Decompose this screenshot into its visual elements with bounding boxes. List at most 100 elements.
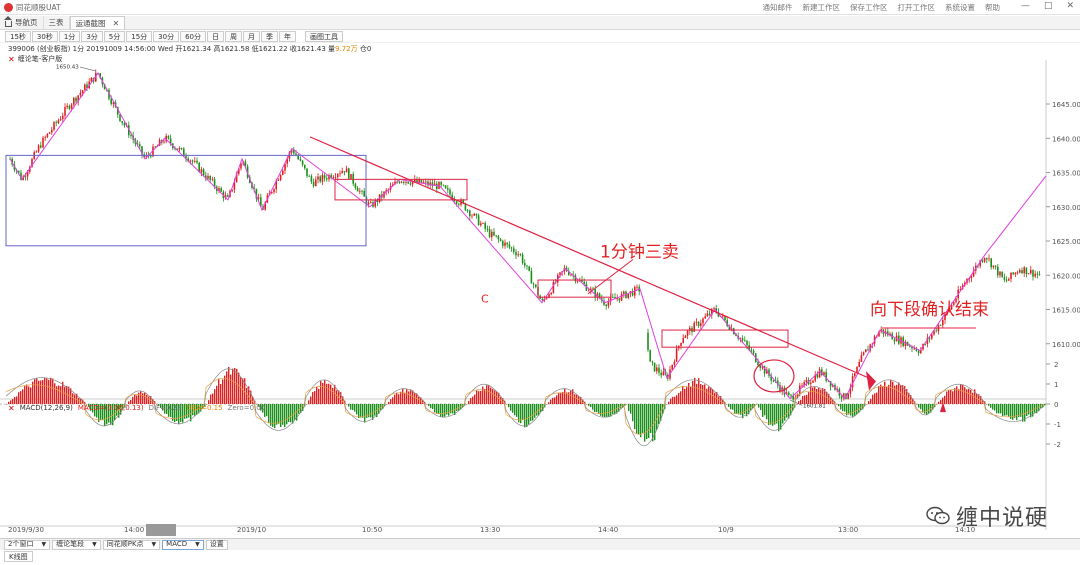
macd-bar [170, 404, 172, 418]
period-15m[interactable]: 15分 [126, 31, 153, 42]
price-chart[interactable]: 1645.00 1640.00 1635.00 1630.00 1625.00 1620.… [0, 60, 1080, 538]
macd-bar [62, 381, 64, 404]
macd-bar [968, 388, 970, 404]
candle-body [609, 296, 612, 302]
menu-open-workspace[interactable]: 打开工作区 [897, 3, 936, 12]
macd-bar [534, 404, 536, 418]
menu-help[interactable]: 帮助 [985, 3, 1000, 12]
period-30s[interactable]: 30秒 [31, 31, 58, 42]
macd-bar [856, 404, 858, 415]
period-15s[interactable]: 15秒 [5, 31, 31, 42]
menu-new-workspace[interactable]: 新建工作区 [802, 3, 841, 12]
macd-bar [938, 401, 940, 404]
macd-bar [658, 404, 660, 425]
tab-home[interactable]: 导航页 [0, 15, 44, 29]
macd-bar [570, 390, 572, 404]
remove-indicator-icon[interactable]: ✕ [8, 54, 15, 64]
candle-body [202, 169, 205, 176]
macd-bar [1010, 404, 1012, 419]
macd-bar [504, 400, 506, 404]
macd-bar [954, 388, 956, 404]
indicator-select[interactable]: MACD ▼ [162, 539, 204, 550]
period-5m[interactable]: 5分 [103, 31, 126, 42]
macd-bar [890, 379, 892, 404]
kline-tab[interactable]: K线图 [4, 551, 33, 562]
macd-bar [222, 379, 224, 404]
candle-body [400, 181, 403, 183]
period-month[interactable]: 月 [243, 31, 261, 42]
draw-tool-button[interactable]: 画图工具 [305, 31, 344, 42]
menu-save-workspace[interactable]: 保存工作区 [850, 3, 888, 12]
candle-body [295, 153, 297, 156]
macd-name: MACD(12,26,9) [19, 404, 73, 412]
candle-body [442, 184, 445, 186]
macd-bar [848, 404, 850, 415]
macd-bar [448, 404, 450, 416]
macd-bar [130, 400, 132, 404]
macd-bar [178, 404, 180, 425]
time-axis-label: 13:30 [480, 526, 500, 534]
macd-axis-label: 1 [1054, 381, 1058, 389]
macd-bar [26, 384, 28, 404]
candle-body [979, 260, 981, 267]
period-quarter[interactable]: 季 [261, 31, 279, 42]
period-year[interactable]: 年 [279, 31, 297, 42]
maximize-icon[interactable]: □ [1043, 1, 1053, 11]
candle-body [462, 200, 464, 204]
macd-bar [912, 398, 914, 404]
macd-bar [586, 404, 588, 405]
candle-body [935, 330, 937, 332]
pk-select[interactable]: 同花顺PK点 ▼ [102, 539, 161, 550]
macd-bar [104, 404, 106, 426]
candle-body [473, 213, 475, 216]
candle-body [801, 385, 803, 387]
candle-body [341, 171, 343, 174]
candle-body [403, 181, 405, 183]
candle-body [942, 320, 944, 326]
close-tab-icon[interactable]: ✕ [112, 18, 120, 28]
macd-bar [698, 378, 700, 404]
tab-three-tables[interactable]: 三表 [44, 16, 70, 29]
macd-bar [798, 401, 800, 404]
period-30m[interactable]: 30分 [153, 31, 180, 42]
candle-body [715, 308, 717, 312]
candle-body [986, 258, 988, 260]
menu-notify[interactable]: 通知邮件 [762, 3, 793, 12]
minimize-icon[interactable]: — [1020, 1, 1030, 11]
time-axis-label: 2019/9/30 [8, 526, 44, 534]
candles-group [9, 69, 1041, 403]
macd-bar [232, 368, 234, 404]
candle-body [141, 146, 143, 155]
macd-bar [536, 404, 538, 416]
end-annotation: 向下段确认结束 [870, 300, 989, 320]
menu-settings[interactable]: 系统设置 [945, 3, 975, 12]
period-3m[interactable]: 3分 [81, 31, 103, 42]
macd-bar [48, 379, 50, 404]
candle-body [466, 210, 469, 212]
candle-body [950, 304, 953, 310]
candle-body [130, 135, 132, 137]
period-week[interactable]: 周 [225, 31, 243, 42]
close-window-icon[interactable]: ✕ [1066, 1, 1074, 11]
candle-body [79, 92, 82, 96]
period-day[interactable]: 日 [207, 31, 225, 42]
candle-body [1027, 273, 1030, 275]
period-60m[interactable]: 60分 [180, 31, 207, 42]
macd-bar [942, 397, 944, 404]
remove-macd-icon[interactable]: ✕ [8, 404, 15, 413]
macd-bar [740, 404, 742, 415]
tab-screenshot[interactable]: 运通截图 ✕ [69, 16, 126, 29]
chan-select[interactable]: 缠论笔段 ▼ [52, 539, 101, 550]
macd-bar [896, 384, 898, 404]
macd-bar [768, 404, 770, 426]
settings-button[interactable]: 设置 [205, 539, 228, 550]
candle-body [972, 270, 975, 277]
period-1m[interactable]: 1分 [58, 31, 81, 42]
window-count-select[interactable]: 2个窗口 ▼ [4, 539, 51, 550]
candle-body [970, 276, 973, 279]
macd-bar [756, 404, 758, 405]
candle-body [180, 148, 183, 149]
macd-bar [864, 404, 866, 407]
candle-body [552, 281, 555, 293]
macd-bar [508, 404, 510, 408]
